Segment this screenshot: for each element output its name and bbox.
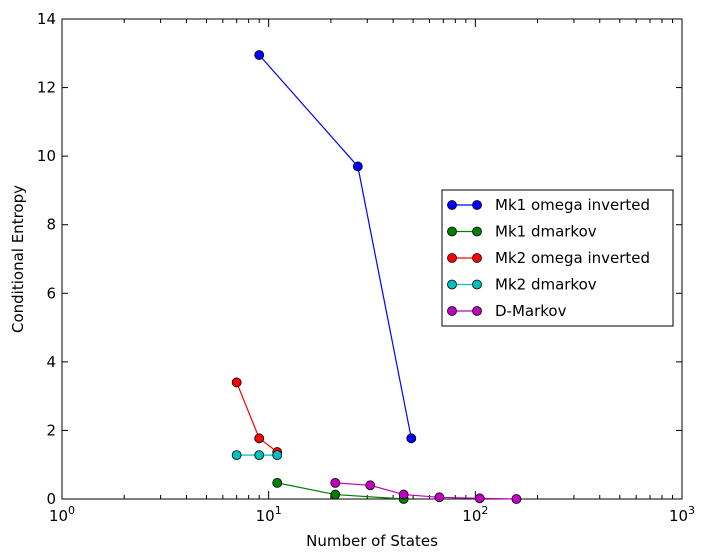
x-tick-label: 103 <box>669 504 695 525</box>
data-point <box>365 480 376 491</box>
legend-label: Mk1 dmarkov <box>495 223 597 241</box>
legend-marker <box>447 226 457 237</box>
data-point <box>474 493 485 504</box>
x-tick-exp: 1 <box>275 504 282 517</box>
legend-entry: Mk1 omega inverted <box>447 196 650 214</box>
data-point <box>406 433 417 444</box>
data-point <box>254 433 265 444</box>
legend-marker <box>472 306 482 316</box>
x-axis-label: Number of States <box>306 532 438 550</box>
y-tick-label: 12 <box>37 79 56 97</box>
data-point <box>254 50 265 60</box>
x-tick-label: 101 <box>256 504 282 525</box>
legend: Mk1 omega inverted Mk1 dmarkov Mk2 omega i… <box>441 189 674 327</box>
x-tick-base: 10 <box>256 507 275 525</box>
legend-marker <box>472 226 482 237</box>
y-tick-label: 14 <box>37 10 56 28</box>
y-tick-label: 6 <box>46 284 56 302</box>
x-tick-label: 102 <box>462 504 488 525</box>
data-point <box>231 377 242 388</box>
y-axis-label: Conditional Entropy <box>9 185 27 333</box>
x-tick-exp: 3 <box>688 504 695 517</box>
y-tick-label: 4 <box>46 353 56 371</box>
data-point <box>511 494 522 504</box>
series-3 <box>231 450 283 461</box>
x-tick-base: 10 <box>462 507 481 525</box>
y-tick-label: 8 <box>46 216 56 234</box>
data-point <box>398 489 409 500</box>
x-tick-exp: 0 <box>68 504 75 517</box>
data-point <box>231 450 242 461</box>
legend-label: D-Markov <box>495 302 567 320</box>
legend-entry: D-Markov <box>447 302 567 320</box>
legend-label: Mk2 dmarkov <box>495 276 597 294</box>
legend-entry: Mk2 dmarkov <box>447 276 597 294</box>
y-tick-label: 0 <box>46 490 56 508</box>
series-0 <box>254 50 417 444</box>
data-point <box>330 489 341 500</box>
legend-marker <box>472 200 482 210</box>
legend-marker <box>472 253 482 263</box>
series-layer <box>231 50 522 504</box>
x-tick-label: 100 <box>49 504 75 525</box>
series-4 <box>330 477 522 504</box>
y-tick-label: 10 <box>37 147 56 165</box>
series-line <box>335 482 517 500</box>
x-tick-exp: 2 <box>481 504 488 517</box>
legend-marker <box>447 200 457 210</box>
data-point <box>352 161 363 172</box>
legend-marker <box>472 279 482 290</box>
x-tick-base: 10 <box>669 507 688 525</box>
x-tick-base: 10 <box>49 507 68 525</box>
y-tick-label: 2 <box>46 421 56 439</box>
data-point <box>254 450 265 461</box>
data-point <box>272 450 283 461</box>
legend-entry: Mk1 dmarkov <box>447 223 597 241</box>
data-point <box>330 477 341 488</box>
data-point <box>434 492 445 503</box>
legend-entry: Mk2 omega inverted <box>447 249 650 267</box>
data-point <box>272 477 283 488</box>
legend-label: Mk2 omega inverted <box>495 249 650 267</box>
legend-marker <box>447 306 457 316</box>
legend-label: Mk1 omega inverted <box>495 196 650 214</box>
legend-marker <box>447 279 457 290</box>
legend-marker <box>447 253 457 263</box>
